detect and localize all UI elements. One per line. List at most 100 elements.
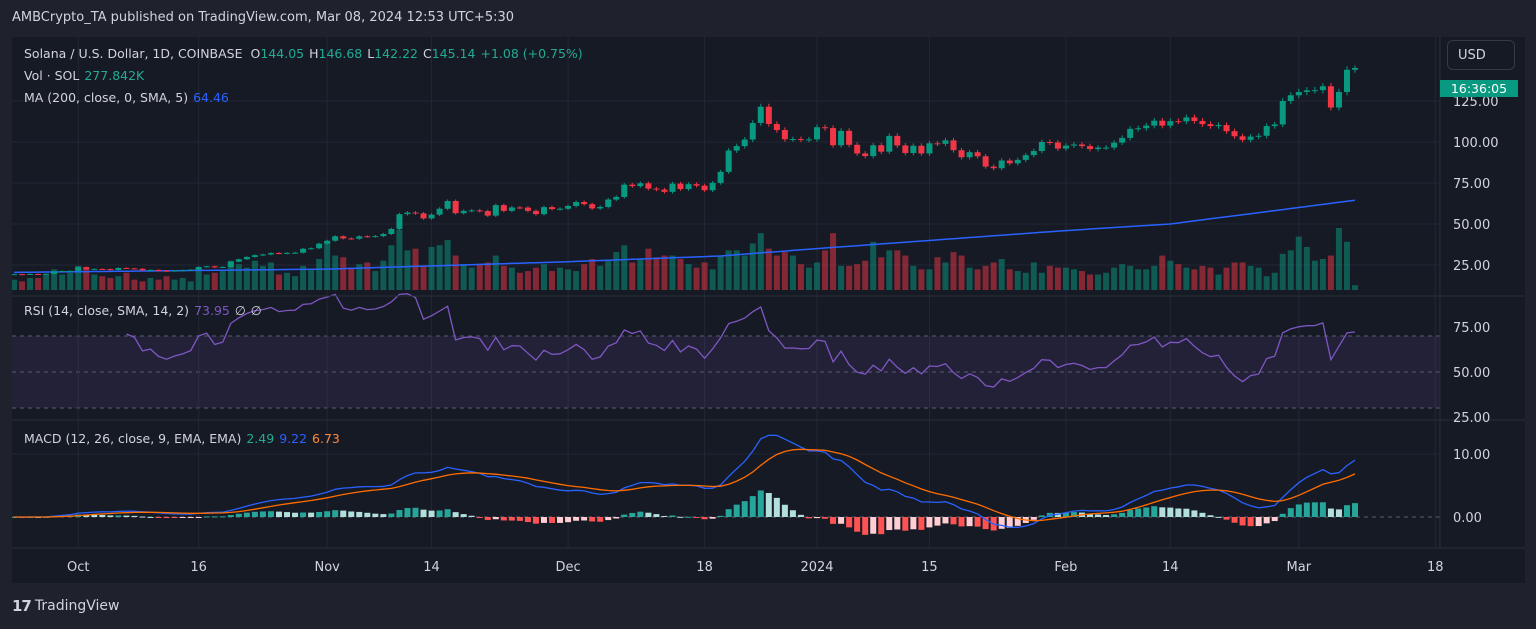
tradingview-logo[interactable]: 17 TradingView (12, 597, 119, 615)
volume-bar (1175, 264, 1182, 290)
volume-bar (773, 255, 780, 290)
macd-histogram-bar (235, 513, 242, 517)
candle-body (693, 184, 700, 186)
volume-bar (275, 274, 282, 290)
macd-histogram-bar (1111, 514, 1118, 517)
candle (1271, 121, 1278, 129)
candle-body (123, 267, 130, 269)
volume-bar (1054, 267, 1061, 290)
candle-body (958, 150, 965, 158)
macd-histogram-bar (227, 515, 234, 517)
volume-bar (219, 271, 226, 290)
volume-bar (886, 250, 893, 290)
macd-histogram-bar (428, 510, 435, 517)
candle (1119, 135, 1126, 146)
macd-histogram-bar (942, 517, 949, 524)
candle (998, 158, 1005, 171)
candle (1215, 122, 1222, 129)
macd-legend[interactable]: MACD (12, 26, close, 9, EMA, EMA) 2.49 9.2… (24, 431, 345, 446)
candle-body (275, 253, 282, 255)
rsi-legend[interactable]: RSI (14, close, SMA, 14, 2) 73.95 ∅ ∅ (24, 303, 267, 318)
candle (275, 252, 282, 255)
candle-body (340, 236, 347, 239)
volume-bar (43, 274, 50, 290)
candle-body (492, 205, 499, 216)
volume-bar (1014, 271, 1021, 290)
candle-body (243, 256, 250, 260)
macd-histogram-bar (693, 517, 700, 518)
candle (179, 269, 186, 272)
candle (693, 182, 700, 188)
candle (1311, 86, 1318, 94)
macd-histogram-bar (412, 507, 419, 517)
grid (12, 37, 1440, 548)
volume-legend[interactable]: Vol · SOL 277.842K (24, 68, 149, 83)
volume-bar (284, 272, 291, 290)
candle-body (107, 269, 114, 271)
volume-bar (741, 255, 748, 290)
candle-body (894, 135, 901, 146)
volume-bar (1111, 267, 1118, 290)
macd-histogram-bar (926, 517, 933, 528)
rsi-tick-label: 50.00 (1453, 366, 1490, 381)
candle-body (171, 270, 178, 272)
macd-histogram-bar (83, 514, 90, 517)
volume-bar (685, 264, 692, 290)
price-tick-label: 100.00 (1453, 136, 1499, 151)
volume-bar (814, 262, 820, 290)
ma-legend[interactable]: MA (200, close, 0, SMA, 5) 64.46 (24, 90, 234, 105)
tradingview-logo-icon: 17 (12, 597, 32, 615)
volume-bar (67, 272, 74, 290)
candle-body (733, 146, 740, 151)
rsi-ma-value: ∅ (234, 303, 246, 318)
macd-histogram-bar (1095, 514, 1102, 517)
macd-histogram-bar (211, 516, 218, 518)
candle-body (974, 152, 981, 157)
volume-bar (1352, 285, 1359, 290)
macd-histogram-bar (621, 514, 628, 517)
volume-bar (171, 279, 178, 290)
macd-histogram-bar (1215, 516, 1222, 518)
candle-body (500, 205, 507, 211)
volume-bar (356, 264, 363, 290)
price-tick-label: 75.00 (1453, 177, 1490, 192)
volume-bar (500, 265, 507, 290)
candle-body (75, 267, 82, 271)
macd-histogram-bar (1127, 510, 1134, 517)
macd-histogram-bar (300, 512, 307, 517)
volume-bar (1103, 272, 1110, 290)
candle (1030, 148, 1037, 158)
volume-bar (83, 267, 90, 290)
macd-histogram-bar (797, 514, 804, 517)
rsi-band (12, 336, 1440, 408)
candle-body (1231, 131, 1238, 137)
volume-bar (1279, 253, 1286, 290)
candle (67, 270, 74, 272)
candle-body (372, 236, 379, 238)
macd-histogram-bar (484, 517, 491, 520)
macd-histogram-bar (1231, 517, 1238, 523)
change-value: +1.08 (+0.75%) (480, 46, 583, 61)
candle (597, 205, 604, 210)
candle (990, 164, 997, 171)
candle (500, 203, 507, 213)
candle (862, 151, 869, 159)
candle (59, 270, 66, 273)
macd-histogram-bar (476, 517, 483, 518)
volume-bar (974, 269, 981, 290)
currency-button[interactable]: USD (1447, 40, 1515, 70)
volume-bar (195, 267, 202, 290)
candle (1343, 66, 1350, 96)
rsi-value: 73.95 (194, 303, 230, 318)
candle (1151, 117, 1158, 129)
macd-histogram-bar (163, 517, 170, 518)
macd-histogram-bar (1343, 505, 1350, 517)
volume-bar (878, 257, 885, 290)
symbol-name[interactable]: Solana / U.S. Dollar, 1D, COINBASE (24, 46, 243, 61)
ma-value: 64.46 (193, 90, 229, 105)
candle (902, 143, 909, 156)
candle (653, 186, 660, 192)
candle (669, 181, 676, 194)
candle-body (428, 214, 435, 219)
